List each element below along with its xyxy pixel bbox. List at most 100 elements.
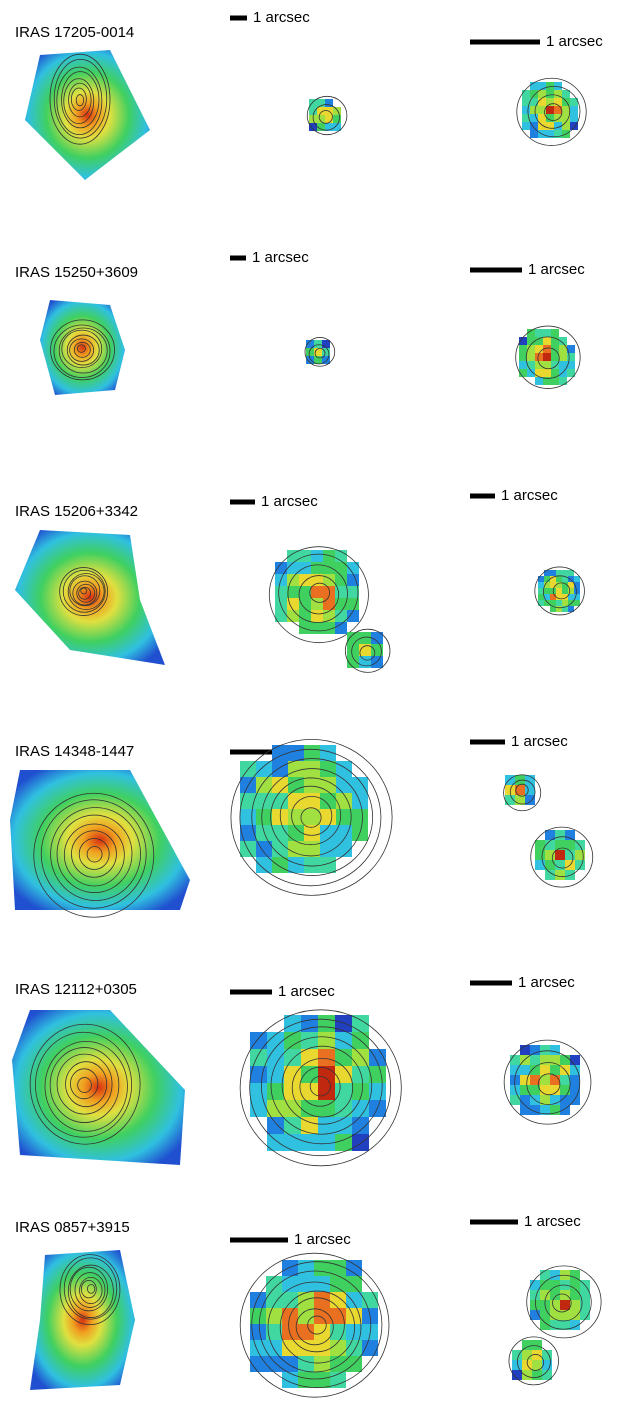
figure: IRAS 17205-00141 arcsec1 arcsecIRAS 1525… xyxy=(0,0,629,1402)
pixel xyxy=(532,1340,542,1350)
pixel xyxy=(570,1055,580,1065)
pixel xyxy=(550,570,556,576)
pixel xyxy=(543,353,551,361)
pixel xyxy=(530,1290,540,1300)
pixel xyxy=(250,1340,266,1356)
pixel xyxy=(530,114,538,122)
pixel xyxy=(335,1015,352,1032)
pixel xyxy=(520,1075,530,1085)
pixel xyxy=(347,632,359,644)
pixel xyxy=(550,1280,560,1290)
pixel xyxy=(556,588,562,594)
pixel xyxy=(352,809,368,825)
pixel xyxy=(530,1045,540,1055)
pixel xyxy=(512,1350,522,1360)
pixel xyxy=(580,1310,590,1320)
pixel xyxy=(565,830,575,840)
pixel xyxy=(346,1292,362,1308)
pixel xyxy=(560,1290,570,1300)
pixel xyxy=(519,345,527,353)
pixel xyxy=(318,1134,335,1151)
pixel xyxy=(522,1340,532,1350)
scale-label: 1 arcsec xyxy=(518,974,575,991)
pixel xyxy=(546,106,554,114)
pixel xyxy=(359,656,371,668)
pixel xyxy=(527,361,535,369)
pixel xyxy=(284,1049,301,1066)
pixel xyxy=(282,1324,298,1340)
pixel xyxy=(530,130,538,138)
object-label: IRAS 0857+3915 xyxy=(15,1219,130,1236)
pixel xyxy=(362,1324,378,1340)
pixel xyxy=(282,1372,298,1388)
pixel xyxy=(352,1117,369,1134)
scale-label: 1 arcsec xyxy=(511,733,568,750)
pixel xyxy=(304,793,320,809)
pixel xyxy=(352,1134,369,1151)
pixel xyxy=(535,369,543,377)
pixel xyxy=(318,1049,335,1066)
pixel xyxy=(311,586,323,598)
pixel xyxy=(522,1370,532,1380)
page: {"rows": [ {"label": "IRAS 17205-0014", … xyxy=(0,0,629,1402)
pixel xyxy=(282,1356,298,1372)
pixel xyxy=(282,1276,298,1292)
pixel xyxy=(568,576,574,582)
pixel xyxy=(546,90,554,98)
scale-label: 1 arcsec xyxy=(294,1231,351,1248)
pixel xyxy=(267,1117,284,1134)
pixel xyxy=(556,606,562,612)
object-label: IRAS 12112+0305 xyxy=(15,981,137,998)
pixel xyxy=(250,1083,267,1100)
pixel xyxy=(560,1075,570,1085)
pixel xyxy=(544,570,550,576)
pixel xyxy=(546,98,554,106)
velocity-map xyxy=(40,300,125,395)
pixel xyxy=(551,329,559,337)
pixel xyxy=(318,1117,335,1134)
pixel xyxy=(346,1276,362,1292)
scale-label: 1 arcsec xyxy=(278,983,335,1000)
object-label: IRAS 15206+3342 xyxy=(15,503,138,520)
scale-label: 1 arcsec xyxy=(501,487,558,504)
pixel xyxy=(266,1356,282,1372)
pixel xyxy=(266,1340,282,1356)
pixel xyxy=(535,850,545,860)
pixel xyxy=(314,1324,330,1340)
pixel xyxy=(323,550,335,562)
pixel xyxy=(545,860,555,870)
pixel xyxy=(555,830,565,840)
pixel xyxy=(346,1340,362,1356)
pixel xyxy=(304,841,320,857)
pixel xyxy=(556,570,562,576)
scale-bar xyxy=(230,990,272,995)
pixel xyxy=(555,850,565,860)
pixel xyxy=(560,1085,570,1095)
pixel xyxy=(284,1032,301,1049)
pixel xyxy=(551,345,559,353)
pixel xyxy=(314,1372,330,1388)
row: IRAS 12112+0305 1 arcsec 1 arcsec xyxy=(12,974,591,1166)
pixel xyxy=(275,598,287,610)
pixel xyxy=(538,582,544,588)
pixel xyxy=(267,1083,284,1100)
pixel xyxy=(267,1049,284,1066)
pixel xyxy=(352,1066,369,1083)
pixel xyxy=(288,745,304,761)
pixel xyxy=(314,1356,330,1372)
pixel xyxy=(538,98,546,106)
pixel xyxy=(250,1049,267,1066)
pixel xyxy=(556,600,562,606)
pixel xyxy=(347,586,359,598)
pixel xyxy=(550,1270,560,1280)
pixel xyxy=(540,1045,550,1055)
pixel xyxy=(559,361,567,369)
pixel xyxy=(256,809,272,825)
pixel xyxy=(304,777,320,793)
pixel xyxy=(299,562,311,574)
pixel xyxy=(288,793,304,809)
pixel xyxy=(538,576,544,582)
pixel xyxy=(527,353,535,361)
pixel xyxy=(309,123,317,131)
